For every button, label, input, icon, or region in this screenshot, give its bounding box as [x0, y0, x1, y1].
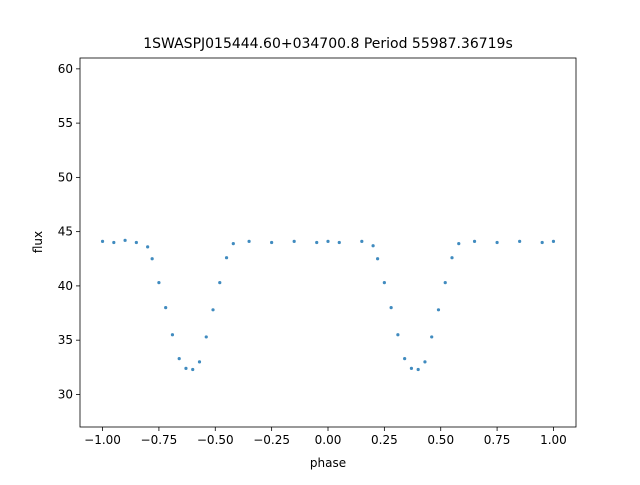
- data-point: [157, 281, 161, 285]
- data-point: [112, 240, 116, 245]
- x-tick-label: −0.25: [253, 433, 290, 447]
- data-point: [218, 281, 222, 285]
- data-point: [184, 366, 188, 370]
- data-point: [371, 244, 375, 248]
- data-point: [211, 308, 215, 312]
- data-point: [409, 366, 414, 370]
- data-point: [146, 245, 150, 249]
- data-point: [224, 256, 229, 260]
- data-point: [177, 357, 181, 361]
- data-point: [430, 335, 434, 339]
- data-point: [472, 239, 477, 244]
- y-axis-label: flux: [31, 231, 45, 253]
- data-point: [100, 239, 105, 244]
- data-point: [134, 240, 138, 245]
- y-tick-label: 40: [58, 279, 73, 293]
- y-ticks: 30 35 40 45 50 55 60: [58, 62, 80, 401]
- data-point: [337, 240, 341, 245]
- data-point: [315, 240, 319, 245]
- x-tick-label: 0.50: [427, 433, 454, 447]
- data-point: [326, 239, 330, 244]
- data-point: [164, 306, 168, 310]
- chart-title: 1SWASPJ015444.60+034700.8 Period 55987.3…: [143, 36, 513, 52]
- x-tick-label: −0.75: [141, 433, 178, 447]
- data-point: [382, 281, 386, 285]
- data-point: [292, 239, 296, 244]
- points-layer: [100, 238, 556, 372]
- x-tick-label: 0.25: [371, 433, 398, 447]
- data-point: [170, 333, 175, 337]
- data-point: [443, 281, 447, 285]
- data-point: [423, 360, 427, 364]
- data-point: [247, 239, 251, 244]
- y-tick-label: 50: [58, 170, 73, 184]
- data-point: [457, 241, 461, 246]
- y-tick-label: 30: [58, 387, 73, 401]
- data-point: [396, 333, 400, 337]
- y-tick-label: 55: [58, 116, 73, 130]
- data-point: [540, 240, 544, 245]
- x-tick-label: 0.00: [315, 433, 342, 447]
- data-point: [450, 256, 454, 260]
- data-point: [518, 239, 522, 244]
- data-point: [231, 241, 235, 246]
- y-tick-label: 45: [58, 225, 73, 239]
- x-axis-label: phase: [310, 456, 346, 470]
- data-point: [495, 240, 499, 245]
- x-ticks: −1.00 −0.75 −0.50 −0.25 0.00 0.25 0.50 0.75 1.00: [84, 427, 567, 447]
- data-point: [191, 367, 195, 372]
- data-point: [150, 257, 154, 261]
- data-point: [436, 308, 441, 312]
- data-point: [204, 335, 208, 339]
- data-point: [389, 306, 393, 310]
- data-point: [416, 367, 420, 372]
- data-point: [360, 239, 364, 244]
- x-tick-label: −1.00: [84, 433, 121, 447]
- data-point: [403, 357, 407, 361]
- data-point: [551, 239, 556, 244]
- x-tick-label: 1.00: [540, 433, 567, 447]
- data-point: [376, 257, 380, 261]
- x-tick-label: 0.75: [484, 433, 511, 447]
- y-tick-label: 60: [58, 62, 73, 76]
- x-tick-label: −0.50: [197, 433, 234, 447]
- data-point: [123, 238, 127, 242]
- y-tick-label: 35: [58, 333, 73, 347]
- data-point: [197, 360, 202, 364]
- data-point: [270, 240, 274, 245]
